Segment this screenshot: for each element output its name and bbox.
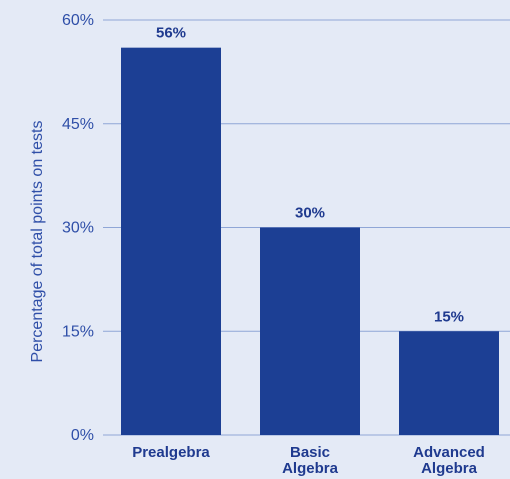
data-label: 56%	[156, 25, 186, 42]
category-label: Prealgebra	[132, 444, 210, 461]
y-tick-label: 15%	[62, 323, 94, 340]
bar	[399, 331, 499, 435]
data-label: 30%	[295, 205, 325, 222]
y-tick-label: 45%	[62, 116, 94, 133]
bar	[121, 47, 221, 436]
category-label: Advanced Algebra	[413, 444, 485, 477]
y-tick-label: 0%	[71, 427, 94, 444]
bars	[121, 47, 499, 436]
category-labels: Prealgebra Basic Algebra Advanced Algebra	[132, 444, 485, 477]
y-axis-ticks: 0% 15% 30% 45% 60%	[62, 12, 94, 444]
y-tick-label: 60%	[62, 12, 94, 29]
bar	[260, 227, 360, 435]
data-labels: 56% 30% 15%	[156, 25, 464, 326]
data-label: 15%	[434, 308, 464, 325]
y-tick-label: 30%	[62, 220, 94, 237]
y-axis-title: Percentage of total points on tests	[29, 121, 46, 363]
category-label: Basic Algebra	[282, 444, 339, 477]
